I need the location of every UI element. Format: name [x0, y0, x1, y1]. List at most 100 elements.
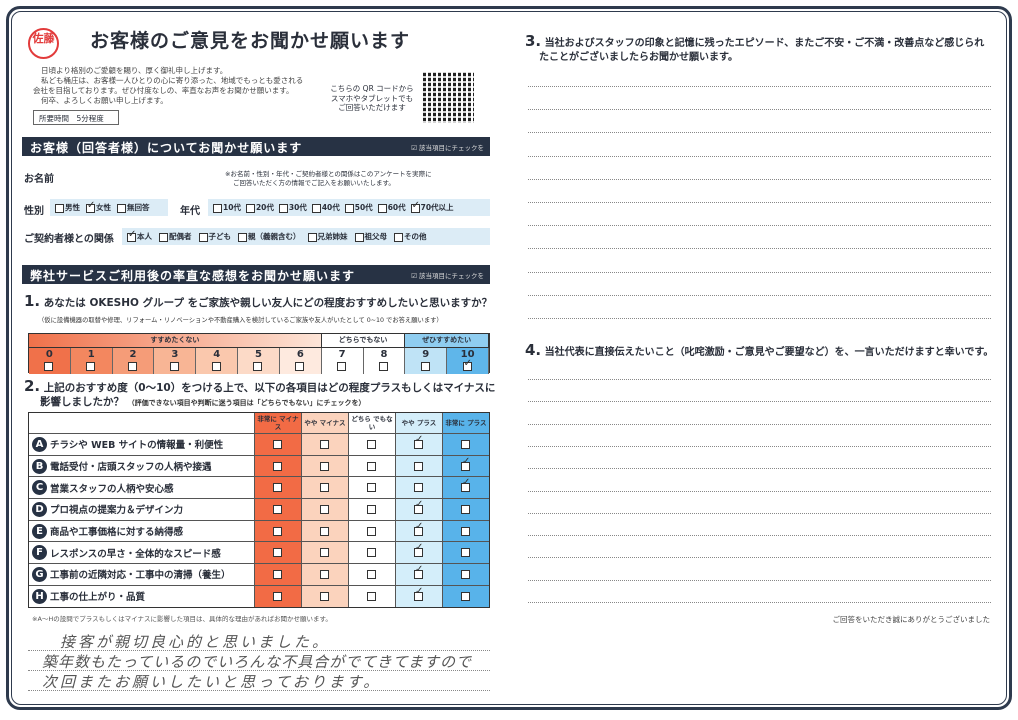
- checkbox[interactable]: [86, 200, 95, 213]
- checkbox[interactable]: [367, 504, 376, 514]
- checkbox[interactable]: [414, 483, 423, 493]
- checkbox[interactable]: [320, 461, 329, 471]
- checkbox[interactable]: [414, 544, 423, 558]
- answer-cell[interactable]: [301, 542, 348, 564]
- checkbox[interactable]: [278, 203, 288, 213]
- checkbox[interactable]: [461, 548, 470, 558]
- checkbox[interactable]: [461, 504, 470, 514]
- scale-option[interactable]: 3: [154, 348, 197, 374]
- q4-answer-line[interactable]: [528, 468, 991, 470]
- checkbox[interactable]: [238, 232, 247, 242]
- answer-cell[interactable]: [254, 499, 301, 520]
- answer-cell[interactable]: [301, 477, 348, 499]
- answer-cell[interactable]: [301, 499, 348, 520]
- answer-cell[interactable]: [301, 434, 348, 455]
- checkbox[interactable]: [367, 439, 376, 449]
- checkbox[interactable]: [420, 361, 430, 371]
- answer-cell[interactable]: [348, 542, 395, 564]
- answer-cell[interactable]: [254, 455, 301, 477]
- checkbox[interactable]: [273, 461, 282, 471]
- checkbox[interactable]: [159, 232, 168, 242]
- checkbox[interactable]: [273, 526, 282, 536]
- option-ages[interactable]: 60代: [377, 202, 406, 213]
- option-relations[interactable]: 子ども: [198, 231, 231, 242]
- scale-option[interactable]: 6: [279, 348, 322, 374]
- q4-answer-line[interactable]: [528, 579, 991, 581]
- checkbox[interactable]: [320, 526, 329, 536]
- scale-option[interactable]: 0: [29, 348, 71, 374]
- checkbox[interactable]: [245, 203, 255, 213]
- q3-answer-line[interactable]: [528, 109, 991, 111]
- checkbox[interactable]: [86, 361, 96, 371]
- answer-cell[interactable]: [442, 455, 489, 477]
- checkbox[interactable]: [273, 548, 282, 558]
- q3-answer-line[interactable]: [528, 178, 991, 180]
- q3-answer-line[interactable]: [528, 225, 991, 227]
- checkbox[interactable]: [307, 232, 317, 242]
- answer-cell[interactable]: [348, 434, 395, 455]
- option-relations[interactable]: その他: [394, 231, 427, 242]
- q3-answer-line[interactable]: [528, 248, 991, 250]
- checkbox[interactable]: [273, 439, 282, 449]
- answer-cell[interactable]: [348, 477, 395, 499]
- answer-cell[interactable]: [301, 585, 348, 607]
- q4-answer-line[interactable]: [528, 445, 991, 447]
- q4-answer-line[interactable]: [528, 512, 991, 514]
- answer-cell[interactable]: [348, 564, 395, 585]
- checkbox[interactable]: [127, 229, 136, 242]
- answer-cell[interactable]: [395, 520, 442, 542]
- scale-option[interactable]: 7: [321, 348, 364, 374]
- answer-cell[interactable]: [395, 542, 442, 564]
- answer-cell[interactable]: [442, 520, 489, 542]
- answer-cell[interactable]: [254, 585, 301, 607]
- checkbox[interactable]: [414, 436, 423, 449]
- option-relations[interactable]: 祖父母: [354, 231, 387, 242]
- answer-cell[interactable]: [442, 564, 489, 585]
- checkbox[interactable]: [344, 203, 354, 213]
- q4-answer-line[interactable]: [528, 490, 991, 492]
- scale-option[interactable]: 8: [363, 348, 406, 374]
- checkbox[interactable]: [320, 483, 329, 493]
- checkbox[interactable]: [410, 200, 420, 213]
- q4-answer-line[interactable]: [528, 602, 991, 603]
- answer-cell[interactable]: [348, 520, 395, 542]
- q3-answer-line[interactable]: [528, 86, 991, 87]
- scale-option[interactable]: 4: [196, 348, 239, 374]
- q4-answer-line[interactable]: [528, 423, 991, 425]
- checkbox[interactable]: [198, 232, 208, 242]
- scale-option[interactable]: 10: [447, 348, 489, 374]
- answer-cell[interactable]: [254, 542, 301, 564]
- option-gender[interactable]: 女性: [86, 200, 111, 213]
- checkbox[interactable]: [44, 361, 54, 371]
- q3-answer-line[interactable]: [528, 155, 991, 157]
- checkbox[interactable]: [414, 523, 423, 536]
- answer-cell[interactable]: [395, 455, 442, 477]
- scale-option[interactable]: 5: [238, 348, 280, 374]
- option-gender[interactable]: 無回答: [117, 202, 150, 213]
- checkbox[interactable]: [414, 501, 423, 514]
- checkbox[interactable]: [461, 479, 470, 493]
- answer-cell[interactable]: [301, 564, 348, 585]
- answer-cell[interactable]: [254, 564, 301, 585]
- checkbox[interactable]: [169, 361, 179, 371]
- answer-cell[interactable]: [395, 477, 442, 499]
- answer-cell[interactable]: [348, 585, 395, 607]
- checkbox[interactable]: [367, 569, 376, 579]
- q4-answer-line[interactable]: [528, 557, 991, 559]
- option-ages[interactable]: 20代: [245, 202, 274, 213]
- option-ages[interactable]: 70代以上: [410, 200, 454, 213]
- checkbox[interactable]: [311, 203, 321, 213]
- checkbox[interactable]: [367, 526, 376, 536]
- checkbox[interactable]: [337, 361, 347, 371]
- option-relations[interactable]: 親（義親含む）: [238, 231, 301, 242]
- q3-answer-line[interactable]: [528, 294, 991, 296]
- answer-cell[interactable]: [442, 477, 489, 499]
- checkbox[interactable]: [320, 504, 329, 514]
- scale-option[interactable]: 2: [112, 348, 155, 374]
- checkbox[interactable]: [461, 569, 470, 579]
- checkbox[interactable]: [414, 588, 423, 601]
- option-gender[interactable]: 男性: [55, 202, 80, 213]
- answer-cell[interactable]: [442, 542, 489, 564]
- checkbox[interactable]: [367, 548, 376, 558]
- answer-cell[interactable]: [442, 499, 489, 520]
